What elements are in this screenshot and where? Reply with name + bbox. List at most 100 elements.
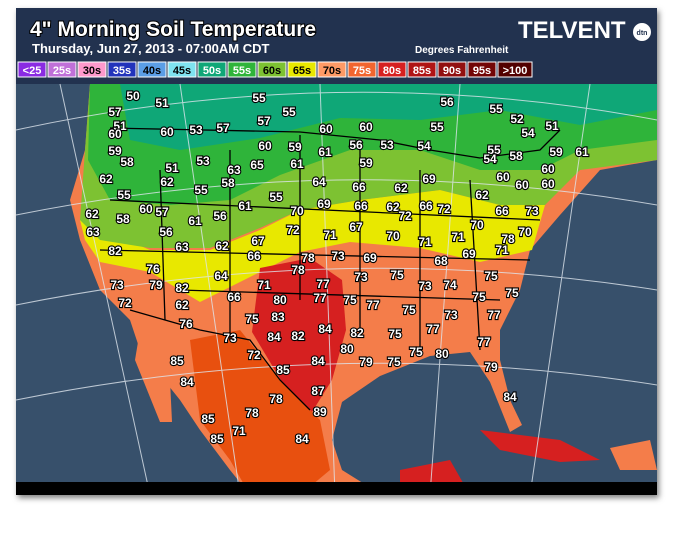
legend-swatch xyxy=(317,61,347,78)
station-temp: 51 xyxy=(165,161,179,175)
station-temp: 55 xyxy=(194,183,208,197)
legend-label: 70s xyxy=(323,65,341,77)
station-temp: 57 xyxy=(216,121,230,135)
station-temp: 78 xyxy=(301,251,315,265)
station-temp: 84 xyxy=(180,375,194,389)
station-temp: 59 xyxy=(359,156,373,170)
station-temp: 67 xyxy=(251,234,265,248)
station-temp: 73 xyxy=(444,308,458,322)
station-temp: 59 xyxy=(549,145,563,159)
station-temp: 58 xyxy=(509,149,523,163)
station-temp: 51 xyxy=(113,119,127,133)
station-temp: 70 xyxy=(290,204,304,218)
legend-swatch xyxy=(167,61,197,78)
station-temp: 82 xyxy=(175,281,189,295)
station-temp: 72 xyxy=(437,202,451,216)
station-temp: 55 xyxy=(269,190,283,204)
legend-swatch xyxy=(17,61,47,78)
station-temp: 72 xyxy=(398,209,412,223)
station-temp: 87 xyxy=(311,384,325,398)
station-temp: 63 xyxy=(86,225,100,239)
station-temp: 69 xyxy=(462,247,476,261)
station-temp: 83 xyxy=(271,310,285,324)
units: Degrees Fahrenheit xyxy=(415,45,509,56)
station-temp: 56 xyxy=(349,138,363,152)
station-temp: 82 xyxy=(291,329,305,343)
station-temp: 71 xyxy=(323,228,337,242)
station-temp: 58 xyxy=(120,155,134,169)
station-temp: 70 xyxy=(386,229,400,243)
station-temp: 56 xyxy=(440,95,454,109)
station-temp: 57 xyxy=(155,205,169,219)
station-temp: 77 xyxy=(426,322,440,336)
station-temp: 59 xyxy=(108,144,122,158)
station-temp: 75 xyxy=(472,290,486,304)
station-temp: 80 xyxy=(340,342,354,356)
station-temp: 74 xyxy=(443,278,457,292)
station-temp: 69 xyxy=(363,251,377,265)
station-temp: 75 xyxy=(402,303,416,317)
station-temp: 62 xyxy=(394,181,408,195)
legend-swatch xyxy=(47,61,77,78)
station-temp: 84 xyxy=(503,390,517,404)
legend-swatch xyxy=(407,61,437,78)
legend-swatch xyxy=(227,61,257,78)
station-temp: 53 xyxy=(196,154,210,168)
station-temp: 80 xyxy=(435,347,449,361)
station-temp: 77 xyxy=(313,291,327,305)
footer-bar xyxy=(16,482,657,495)
legend-label: 80s xyxy=(383,65,401,77)
station-temp: 61 xyxy=(238,199,252,213)
station-temp: 72 xyxy=(247,348,261,362)
station-temp: 76 xyxy=(146,262,160,276)
legend-label: 65s xyxy=(293,65,311,77)
station-temp: 75 xyxy=(388,327,402,341)
legend-swatch xyxy=(257,61,287,78)
title: 4" Morning Soil Temperature xyxy=(30,18,316,41)
station-temp: 71 xyxy=(418,235,432,249)
station-temp: 84 xyxy=(318,322,332,336)
station-temp: 55 xyxy=(282,105,296,119)
station-temp: 71 xyxy=(495,243,509,257)
station-temp: 73 xyxy=(354,270,368,284)
station-temp: 66 xyxy=(495,204,509,218)
station-temp: 61 xyxy=(188,214,202,228)
legend: <25 25s 30s 35s 40s 45s 50s 55s 60s 65s 70s 75s 80s 8… xyxy=(17,61,533,78)
station-temp: 55 xyxy=(487,143,501,157)
legend-swatch xyxy=(347,61,377,78)
station-temp: 84 xyxy=(311,354,325,368)
station-temp: 84 xyxy=(295,432,309,446)
station-temp: 60 xyxy=(160,125,174,139)
station-temp: 85 xyxy=(170,354,184,368)
station-temp: 75 xyxy=(343,293,357,307)
legend-label: 25s xyxy=(53,65,71,77)
station-temp: 72 xyxy=(286,223,300,237)
station-temp: 62 xyxy=(99,172,113,186)
station-temp: 51 xyxy=(155,96,169,110)
station-temp: 68 xyxy=(434,254,448,268)
station-temp: 58 xyxy=(221,176,235,190)
station-temp: 54 xyxy=(417,139,431,153)
legend-label: 50s xyxy=(203,65,221,77)
station-temp: 77 xyxy=(477,335,491,349)
legend-label: 35s xyxy=(113,65,131,77)
legend-swatch xyxy=(467,61,497,78)
station-temp: 78 xyxy=(245,406,259,420)
station-temp: 57 xyxy=(257,114,271,128)
station-temp: 71 xyxy=(257,278,271,292)
station-temp: 75 xyxy=(387,355,401,369)
station-temp: 72 xyxy=(118,296,132,310)
station-temp: 51 xyxy=(545,119,559,133)
station-temp: 62 xyxy=(475,188,489,202)
station-temp: 73 xyxy=(223,331,237,345)
legend-label: 85s xyxy=(413,65,431,77)
station-temp: 60 xyxy=(319,122,333,136)
station-temp: 70 xyxy=(470,218,484,232)
station-temp: 60 xyxy=(359,120,373,134)
station-temp: 64 xyxy=(214,269,228,283)
legend-label: 55s xyxy=(233,65,251,77)
legend-swatch xyxy=(497,61,533,78)
station-temp: 82 xyxy=(350,326,364,340)
station-temp: 56 xyxy=(213,209,227,223)
